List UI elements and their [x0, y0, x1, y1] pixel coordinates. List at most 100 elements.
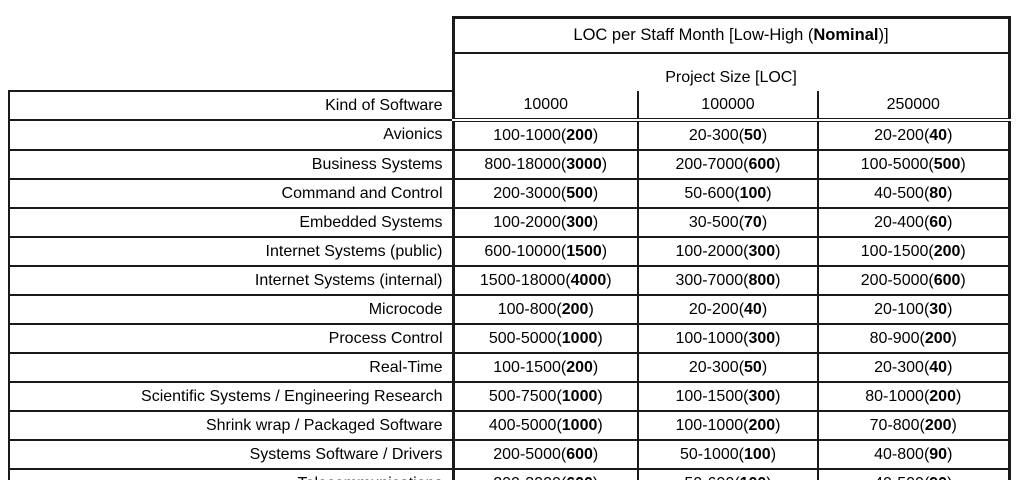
loc-range-cell: 80-900(200)	[816, 324, 1011, 354]
loc-nominal: 100	[744, 445, 771, 463]
table-row: Real-Time 100-1500(200) 20-300(50) 20-300(4…	[8, 353, 1011, 383]
loc-low-high: 400-5000	[488, 416, 557, 434]
loc-range-cell: 200-5000(600)	[816, 266, 1011, 296]
loc-nominal: 300	[748, 242, 776, 260]
loc-range-cell: 200-7000(600)	[637, 150, 818, 180]
loc-range-cell: 100-1000(200)	[637, 411, 818, 441]
loc-low-high: 800-18000	[484, 155, 561, 173]
loc-nominal: 500	[933, 155, 961, 173]
loc-nominal: 50	[744, 126, 762, 144]
loc-low-high: 40-800	[874, 445, 924, 463]
table-row: Internet Systems (internal) 1500-18000(40…	[8, 266, 1011, 296]
loc-range-cell: 100-1500(200)	[453, 353, 638, 383]
loc-low-high: 100-1000	[493, 126, 561, 144]
loc-low-high: 50-600	[684, 184, 735, 202]
loc-range-cell: 500-5000(1000)	[453, 324, 638, 354]
blank-cell	[9, 17, 453, 53]
loc-low-high: 100-1000	[675, 416, 744, 434]
loc-nominal: 600	[933, 271, 961, 289]
kind-of-software-cell: Telecommunications	[8, 469, 455, 480]
loc-low-high: 100-1500	[493, 358, 561, 376]
loc-range-cell: 1500-18000(4000)	[453, 266, 638, 296]
kind-of-software-cell: Scientific Systems / Engineering Researc…	[8, 382, 455, 412]
loc-range-cell: 40-500(80)	[816, 179, 1011, 209]
loc-range-cell: 400-5000(1000)	[453, 411, 638, 441]
loc-nominal: 1000	[561, 329, 598, 347]
kind-of-software-cell: Internet Systems (public)	[8, 237, 455, 267]
loc-range-cell: 100-1000(300)	[637, 324, 818, 354]
loc-nominal: 1000	[561, 416, 598, 434]
loc-range-cell: 50-600(100)	[637, 179, 818, 209]
loc-range-cell: 20-100(30)	[816, 295, 1011, 325]
loc-nominal: 200	[929, 387, 956, 405]
loc-range-cell: 100-1500(200)	[816, 237, 1011, 267]
loc-range-cell: 500-7500(1000)	[453, 382, 638, 412]
loc-range-cell: 20-300(50)	[637, 353, 818, 383]
loc-low-high: 20-200	[874, 126, 924, 144]
loc-low-high: 1500-18000	[479, 271, 566, 289]
loc-nominal: 300	[748, 329, 776, 347]
table-row: Process Control 500-5000(1000) 100-1000(30…	[8, 324, 1011, 354]
loc-low-high: 100-800	[497, 300, 557, 318]
loc-low-high: 70-800	[869, 416, 920, 434]
loc-nominal: 90	[929, 475, 947, 480]
loc-range-cell: 200-3000(500)	[453, 179, 638, 209]
loc-low-high: 20-200	[688, 300, 739, 318]
loc-low-high: 100-2000	[493, 213, 561, 231]
loc-nominal: 500	[566, 184, 593, 202]
kind-of-software-cell: Business Systems	[8, 150, 455, 180]
title-prefix: LOC per Staff Month [Low-High (	[573, 26, 814, 44]
loc-low-high: 500-7500	[488, 387, 557, 405]
loc-nominal: 40	[744, 300, 762, 318]
kind-of-software-cell: Microcode	[8, 295, 455, 325]
loc-low-high: 50-600	[684, 475, 734, 480]
loc-nominal: 200	[924, 329, 952, 347]
title-suffix: )]	[878, 26, 889, 44]
loc-range-cell: 800-18000(3000)	[453, 150, 638, 180]
loc-range-cell: 20-200(40)	[816, 120, 1011, 151]
loc-low-high: 40-500	[874, 475, 924, 480]
loc-range-cell: 100-800(200)	[453, 295, 638, 325]
kind-of-software-cell: Shrink wrap / Packaged Software	[8, 411, 455, 441]
loc-productivity-table: LOC per Staff Month [Low-High (Nominal)]…	[8, 16, 1011, 480]
table-row: Telecommunications200-3000(600)50-600(10…	[8, 469, 1011, 480]
kind-of-software-cell: Embedded Systems	[8, 208, 455, 238]
loc-nominal: 200	[566, 126, 593, 144]
loc-range-cell: 20-300(50)	[637, 120, 818, 151]
loc-range-cell: 50-600(100)	[637, 469, 818, 480]
table-row: Scientific Systems / Engineering Researc…	[8, 382, 1011, 412]
loc-nominal: 3000	[566, 155, 602, 173]
loc-low-high: 100-1500	[860, 242, 929, 260]
kind-of-software-cell: Avionics	[8, 120, 455, 151]
table-row: Shrink wrap / Packaged Software 400-5000(…	[8, 411, 1011, 441]
blank-cell	[9, 53, 453, 91]
loc-low-high: 80-900	[869, 329, 920, 347]
loc-range-cell: 40-800(90)	[816, 440, 1011, 470]
loc-nominal: 90	[929, 445, 948, 463]
subtitle-row: Project Size [LOC]	[9, 53, 1011, 91]
loc-nominal: 200	[933, 242, 961, 260]
loc-nominal: 800	[748, 271, 776, 289]
column-header-row: Kind of Software 10000 100000 250000	[8, 90, 1011, 122]
loc-nominal: 4000	[570, 271, 607, 289]
loc-nominal: 100	[739, 184, 767, 202]
loc-nominal: 300	[748, 387, 776, 405]
loc-range-cell: 50-1000(100)	[637, 440, 818, 470]
loc-nominal: 600	[566, 475, 593, 480]
loc-range-cell: 40-500(90)	[816, 469, 1011, 480]
loc-nominal: 100	[740, 475, 767, 480]
kind-of-software-cell: Systems Software / Drivers	[8, 440, 455, 470]
loc-nominal: 200	[566, 358, 593, 376]
loc-low-high: 500-5000	[488, 329, 557, 347]
loc-low-high: 100-1000	[675, 329, 744, 347]
loc-low-high: 200-7000	[675, 155, 744, 173]
loc-low-high: 200-3000	[493, 184, 561, 202]
table-row: Business Systems 800-18000(3000) 200-7000(…	[8, 150, 1011, 180]
loc-low-high: 20-100	[874, 300, 924, 318]
loc-low-high: 100-2000	[675, 242, 744, 260]
table-row: Systems Software / Drivers 200-5000(600) 5…	[8, 440, 1011, 470]
kind-of-software-cell: Process Control	[8, 324, 455, 354]
loc-nominal: 1500	[566, 242, 602, 260]
loc-low-high: 50-1000	[679, 445, 739, 463]
loc-range-cell: 100-5000(500)	[816, 150, 1011, 180]
